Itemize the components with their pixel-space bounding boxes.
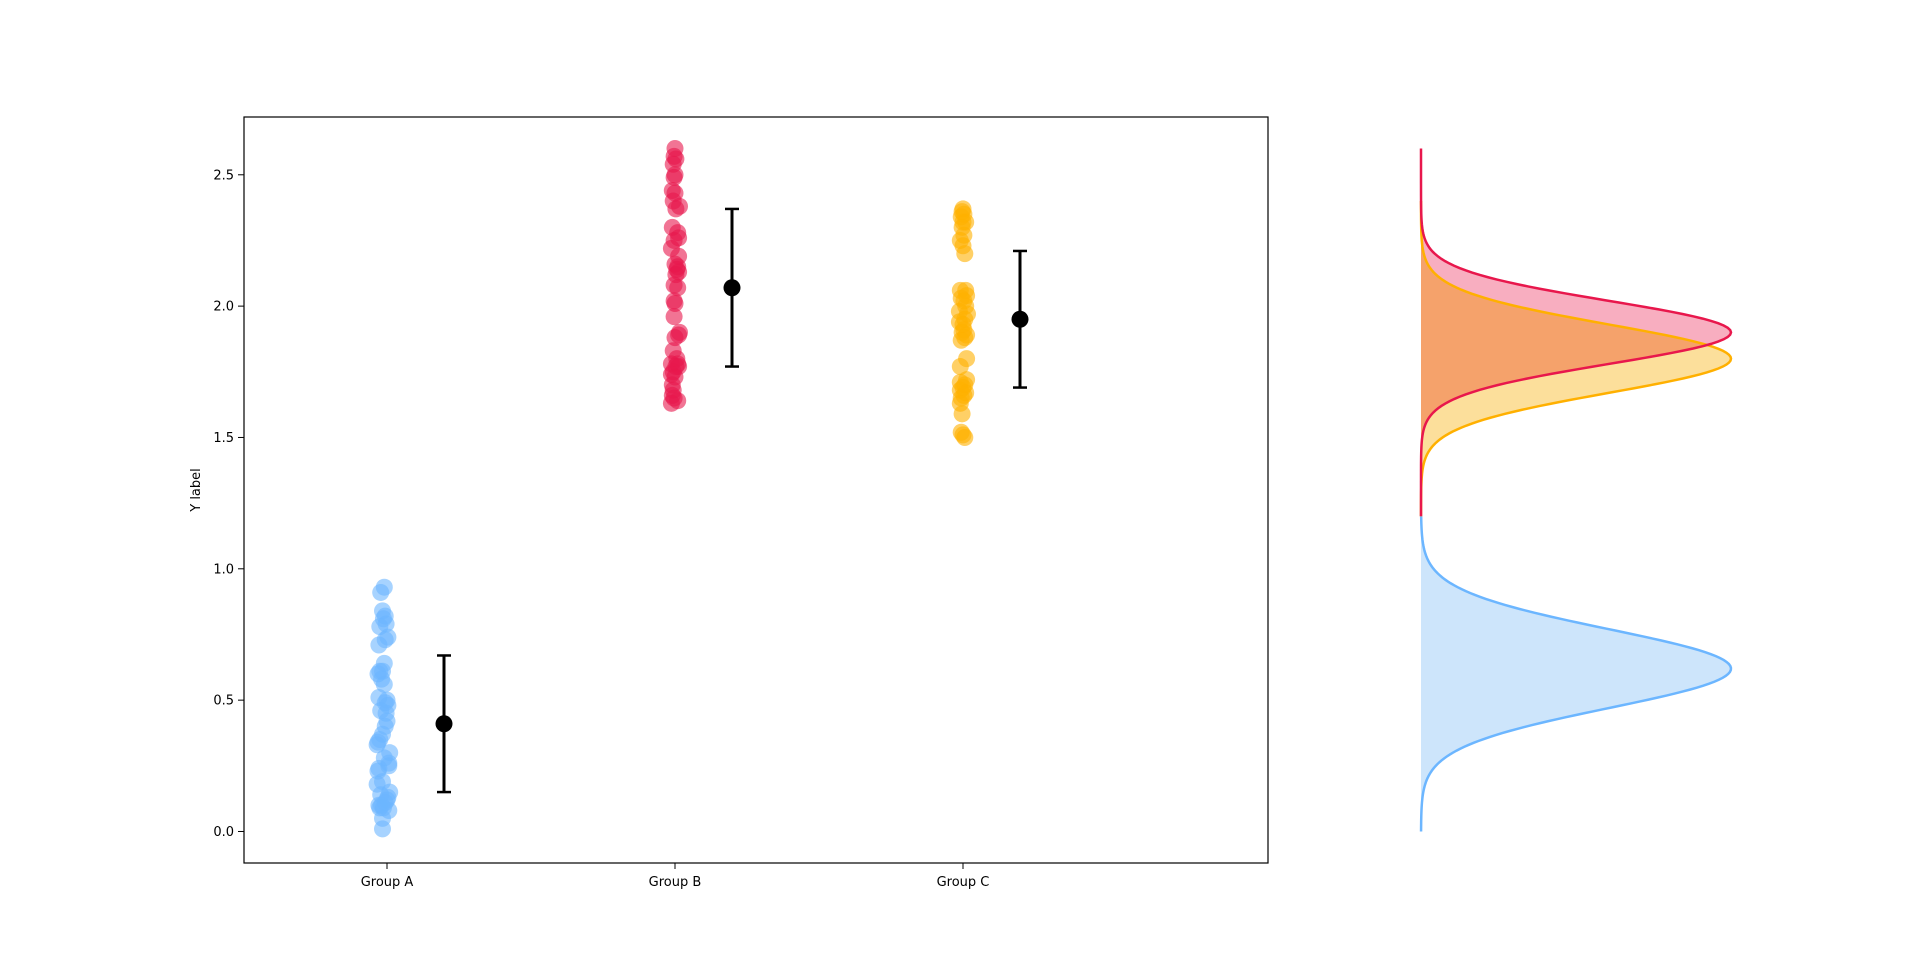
y-axis-ticks: 0.0 0.5 1.0 1.5 2.0 2.5 <box>213 168 244 840</box>
scatter-point <box>953 405 971 423</box>
scatter-point <box>956 245 974 263</box>
mean-marker <box>435 715 453 733</box>
scatter-point <box>375 675 393 693</box>
mean-marker <box>1011 310 1029 328</box>
error-bars-layer <box>435 207 1029 794</box>
density-overlap-fill <box>1421 201 1707 517</box>
scatter-point <box>372 583 390 601</box>
density-curve <box>1419 516 1733 832</box>
plot-area <box>243 116 1269 864</box>
scatter-point <box>956 428 974 446</box>
y-axis-label: Y label <box>189 468 204 513</box>
scatter-point <box>662 394 680 412</box>
scatter-point <box>952 331 970 349</box>
y-tick-label: 2.5 <box>213 168 234 183</box>
scatter-point <box>666 329 684 347</box>
scatter-point <box>665 168 683 186</box>
scatter-point <box>667 200 685 218</box>
mean-marker <box>723 279 741 297</box>
main-plot: 0.0 0.5 1.0 1.5 2.0 2.5 Group A Group B Group C… <box>189 116 1269 890</box>
density-curve <box>1419 148 1733 517</box>
scatter-point <box>951 358 969 376</box>
x-tick-label: Group B <box>649 875 702 890</box>
y-tick-label: 0.0 <box>213 825 234 840</box>
y-tick-label: 2.0 <box>213 300 234 315</box>
scatter-point <box>666 295 684 312</box>
x-tick-label: Group C <box>937 875 990 890</box>
density-fill <box>1421 516 1731 832</box>
y-tick-label: 1.5 <box>213 431 234 446</box>
y-tick-label: 0.5 <box>213 694 234 709</box>
scatter-point <box>665 308 683 326</box>
x-tick-label: Group A <box>361 875 414 890</box>
scatter-point <box>374 820 391 838</box>
scatter-point <box>370 636 388 654</box>
x-axis-ticks: Group A Group B Group C <box>361 863 990 890</box>
y-tick-label: 1.0 <box>213 562 234 577</box>
points-layer <box>368 140 976 838</box>
density-panel <box>1419 148 1733 832</box>
scatter-point <box>368 736 386 754</box>
scatter-point <box>669 279 687 297</box>
density-curve <box>1419 201 1733 517</box>
